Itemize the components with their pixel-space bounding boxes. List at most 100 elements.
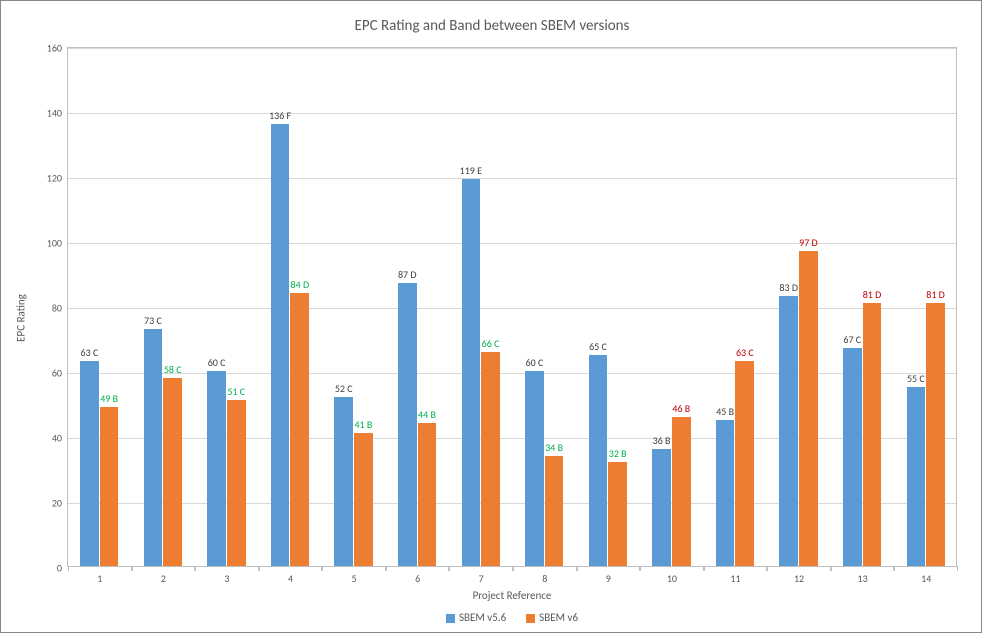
category-group: 1367 C81 D — [831, 48, 895, 566]
category-tick — [322, 566, 386, 571]
y-tick-label: 60 — [52, 367, 62, 380]
category-group: 552 C41 B — [322, 48, 386, 566]
bar-series-2: 97 D — [799, 251, 818, 566]
category-group: 7119 E66 C — [449, 48, 513, 566]
bar-label: 41 B — [354, 418, 372, 431]
x-tick-label: 6 — [386, 572, 450, 585]
chart-title: EPC Rating and Band between SBEM version… — [7, 17, 977, 35]
plot-area: 020406080100120140160163 C49 B273 C58 C3… — [67, 47, 957, 567]
y-tick-label: 100 — [47, 237, 62, 250]
bar-label: 60 C — [526, 356, 544, 369]
x-tick-label: 4 — [259, 572, 323, 585]
bar-label: 119 E — [460, 164, 482, 177]
bar-series-1: 65 C — [589, 355, 608, 566]
category-group: 1455 C81 D — [894, 48, 958, 566]
bar-label: 55 C — [907, 372, 925, 385]
bar-label: 63 C — [81, 346, 99, 359]
bar-series-1: 63 C — [80, 361, 99, 566]
x-tick-label: 3 — [195, 572, 259, 585]
bar-series-2: 49 B — [100, 407, 119, 566]
bar-series-1: 119 E — [462, 179, 481, 566]
bar-series-2: 81 D — [863, 303, 882, 566]
bar-series-2: 32 B — [608, 462, 627, 566]
bar-series-1: 67 C — [843, 348, 862, 566]
bar-series-1: 45 B — [716, 420, 735, 566]
bar-series-2: 66 C — [481, 352, 500, 567]
bar-label: 81 D — [863, 288, 882, 301]
category-group: 4136 F84 D — [259, 48, 323, 566]
x-tick-label: 2 — [132, 572, 196, 585]
legend-label: SBEM v5.6 — [459, 611, 506, 624]
bar-label: 32 B — [609, 447, 627, 460]
bar-label: 63 C — [736, 346, 754, 359]
category-tick — [640, 566, 704, 571]
bar-series-2: 58 C — [163, 378, 182, 567]
category-group: 360 C51 C — [195, 48, 259, 566]
bar-label: 67 C — [843, 333, 861, 346]
bar-label: 81 D — [926, 288, 945, 301]
category-tick — [704, 566, 768, 571]
bar-series-2: 46 B — [672, 417, 691, 567]
y-tick-label: 120 — [47, 172, 62, 185]
category-tick — [894, 566, 958, 571]
bar-label: 60 C — [208, 356, 226, 369]
bar-label: 65 C — [589, 340, 607, 353]
category-tick — [68, 566, 132, 571]
bar-label: 45 B — [716, 405, 734, 418]
x-tick-label: 8 — [513, 572, 577, 585]
bar-label: 66 C — [482, 337, 500, 350]
bar-series-2: 41 B — [354, 433, 373, 566]
bar-series-2: 34 B — [545, 456, 564, 567]
bar-label: 44 B — [418, 408, 436, 421]
bar-label: 36 B — [653, 434, 671, 447]
category-group: 860 C34 B — [513, 48, 577, 566]
bar-series-2: 63 C — [735, 361, 754, 566]
category-group: 1036 B46 B — [640, 48, 704, 566]
category-tick — [195, 566, 259, 571]
bar-label: 49 B — [100, 392, 118, 405]
category-tick — [132, 566, 196, 571]
category-tick — [259, 566, 323, 571]
bar-series-2: 84 D — [290, 293, 309, 566]
bar-label: 34 B — [545, 441, 563, 454]
y-tick-label: 160 — [47, 42, 62, 55]
bar-label: 73 C — [144, 314, 162, 327]
legend: SBEM v5.6 SBEM v6 — [67, 611, 957, 624]
bar-series-1: 52 C — [334, 397, 353, 566]
x-tick-label: 10 — [640, 572, 704, 585]
bar-series-1: 60 C — [525, 371, 544, 566]
bar-label: 84 D — [291, 278, 310, 291]
bar-label: 52 C — [335, 382, 353, 395]
bar-label: 97 D — [799, 236, 818, 249]
category-group: 273 C58 C — [132, 48, 196, 566]
x-tick-label: 13 — [831, 572, 895, 585]
x-tick-label: 12 — [767, 572, 831, 585]
bar-label: 136 F — [269, 109, 291, 122]
category-tick — [449, 566, 513, 571]
bar-label: 51 C — [227, 385, 245, 398]
bar-series-1: 36 B — [652, 449, 671, 566]
legend-item: SBEM v6 — [526, 611, 578, 624]
category-tick — [831, 566, 895, 571]
bar-series-1: 136 F — [271, 124, 290, 566]
bar-label: 87 D — [398, 268, 417, 281]
category-tick — [577, 566, 641, 571]
bar-series-1: 73 C — [144, 329, 163, 566]
bar-label: 58 C — [164, 363, 182, 376]
bar-series-1: 60 C — [207, 371, 226, 566]
legend-label: SBEM v6 — [539, 611, 578, 624]
chart-container: EPC Rating and Band between SBEM version… — [7, 7, 977, 628]
category-group: 687 D44 B — [386, 48, 450, 566]
x-tick-label: 14 — [894, 572, 958, 585]
category-tick — [513, 566, 577, 571]
bar-series-2: 81 D — [926, 303, 945, 566]
legend-swatch — [446, 614, 455, 623]
bar-series-1: 83 D — [779, 296, 798, 566]
x-tick-label: 5 — [322, 572, 386, 585]
y-tick-label: 140 — [47, 107, 62, 120]
category-group: 965 C32 B — [577, 48, 641, 566]
x-tick-label: 11 — [704, 572, 768, 585]
legend-item: SBEM v5.6 — [446, 611, 506, 624]
y-tick-label: 80 — [52, 302, 62, 315]
category-group: 1145 B63 C — [704, 48, 768, 566]
